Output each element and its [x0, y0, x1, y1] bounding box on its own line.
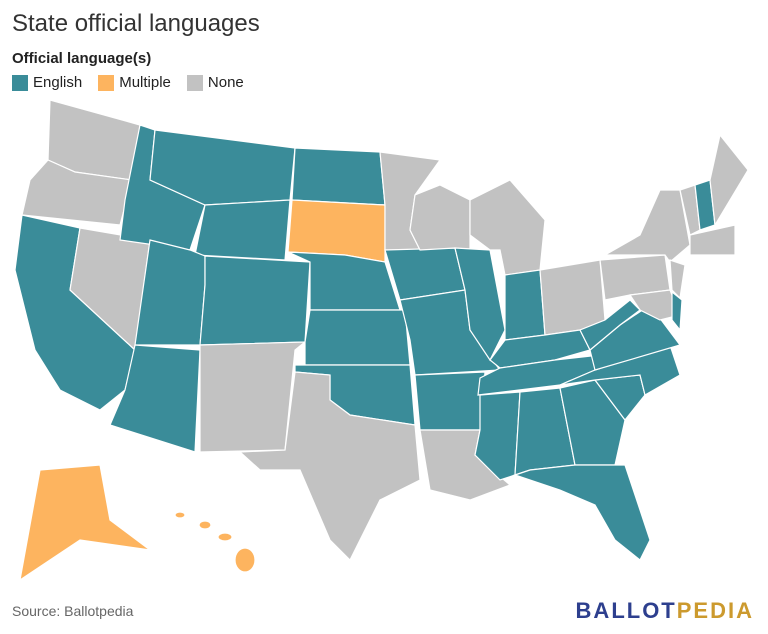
legend-item: English — [12, 74, 82, 91]
legend-title: Official language(s) — [12, 50, 152, 67]
legend-item: None — [186, 74, 244, 91]
source: Source: Ballotpedia — [12, 603, 134, 619]
state — [174, 511, 186, 519]
legend-swatch — [186, 74, 203, 91]
legend-label: None — [207, 74, 244, 91]
state — [291, 147, 386, 206]
state — [217, 532, 233, 542]
state — [409, 184, 471, 251]
state — [199, 255, 311, 346]
state — [709, 133, 749, 227]
logo-part: PEDIA — [676, 598, 754, 623]
legend-swatch — [12, 74, 28, 91]
state — [513, 464, 651, 561]
logo: BALLOTPEDIA — [576, 598, 754, 624]
state — [234, 547, 256, 573]
state — [199, 341, 307, 453]
state — [628, 289, 681, 321]
legend-label: English — [33, 74, 83, 91]
legend-label: Multiple — [119, 74, 171, 91]
state — [669, 259, 686, 300]
title: State official languages — [12, 10, 260, 37]
state — [198, 520, 212, 530]
logo-part: BALLOT — [575, 598, 677, 623]
state — [689, 224, 736, 256]
state — [21, 159, 133, 226]
state — [109, 344, 201, 453]
legend-item: Multiple — [98, 74, 171, 91]
state — [602, 189, 691, 263]
state — [414, 371, 486, 431]
legend: English Multiple None — [12, 74, 244, 91]
state — [238, 371, 421, 562]
state — [304, 309, 411, 366]
state — [194, 199, 291, 261]
state — [504, 269, 546, 341]
legend-swatch — [98, 74, 115, 91]
state — [19, 464, 151, 582]
